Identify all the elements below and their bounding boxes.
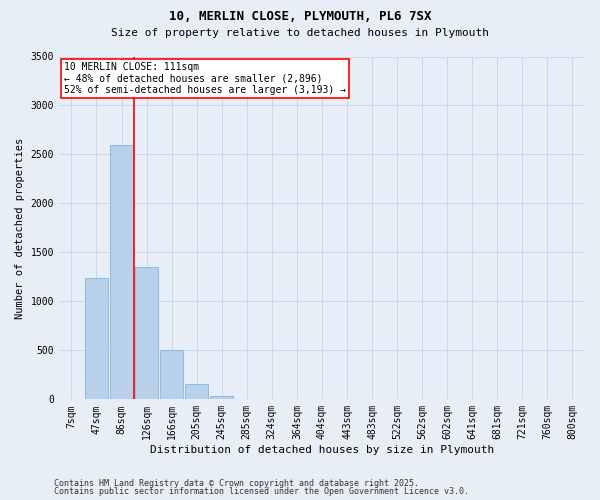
Y-axis label: Number of detached properties: Number of detached properties <box>15 138 25 318</box>
Bar <box>160 350 183 400</box>
Bar <box>211 396 233 400</box>
Bar <box>85 278 108 400</box>
Text: Contains public sector information licensed under the Open Government Licence v3: Contains public sector information licen… <box>54 487 469 496</box>
Text: Size of property relative to detached houses in Plymouth: Size of property relative to detached ho… <box>111 28 489 38</box>
Text: 10, MERLIN CLOSE, PLYMOUTH, PL6 7SX: 10, MERLIN CLOSE, PLYMOUTH, PL6 7SX <box>169 10 431 23</box>
Text: Contains HM Land Registry data © Crown copyright and database right 2025.: Contains HM Land Registry data © Crown c… <box>54 478 419 488</box>
Bar <box>110 144 133 400</box>
Bar <box>185 384 208 400</box>
Text: 10 MERLIN CLOSE: 111sqm
← 48% of detached houses are smaller (2,896)
52% of semi: 10 MERLIN CLOSE: 111sqm ← 48% of detache… <box>64 62 346 95</box>
X-axis label: Distribution of detached houses by size in Plymouth: Distribution of detached houses by size … <box>150 445 494 455</box>
Bar <box>136 267 158 400</box>
